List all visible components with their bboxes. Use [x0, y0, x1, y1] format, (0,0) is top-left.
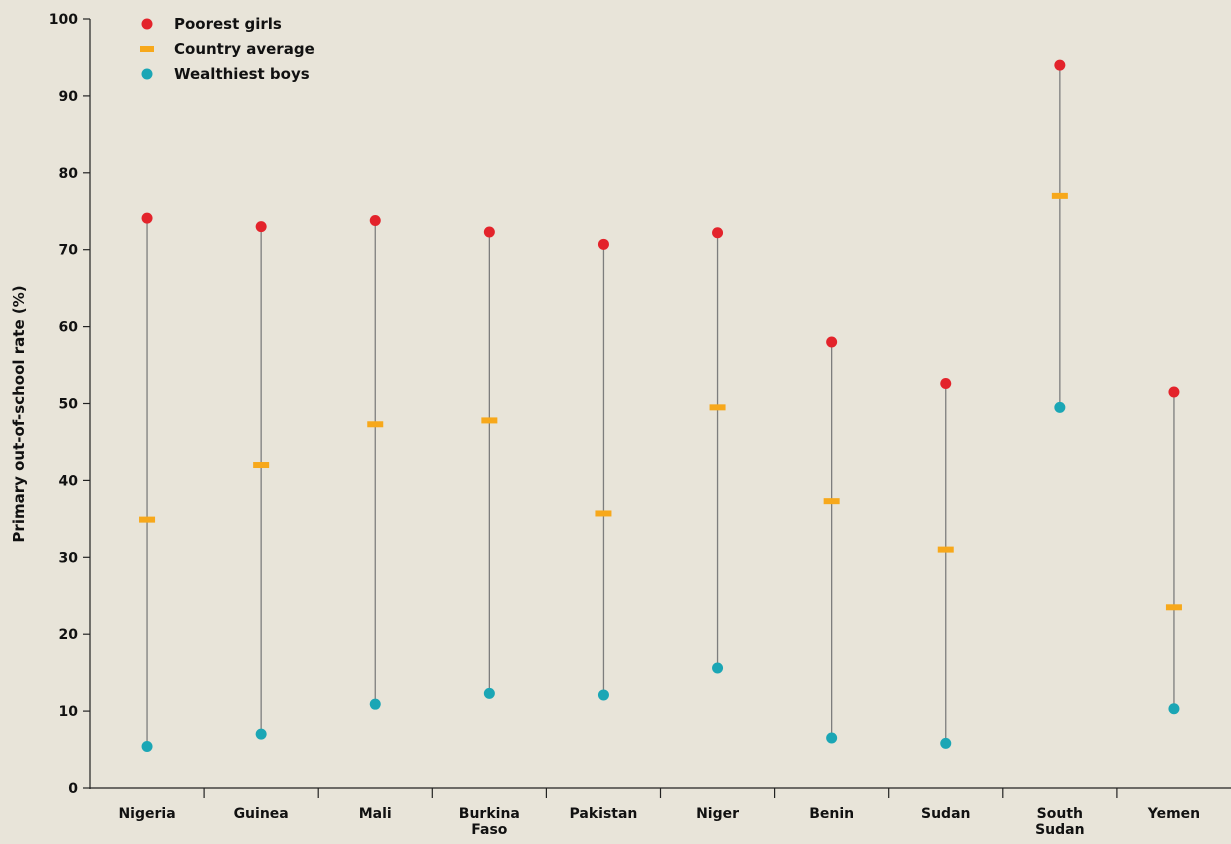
- y-tick-label: 100: [49, 12, 78, 28]
- poorest-girls-point: [141, 212, 153, 224]
- poorest-girls-point: [940, 378, 952, 390]
- poorest-girls-point: [255, 221, 267, 233]
- x-category-label-line: Faso: [471, 822, 508, 838]
- country-average-marker: [367, 421, 384, 428]
- legend-poorest-girls-swatch: [141, 18, 153, 30]
- x-category-label-line: Benin: [809, 806, 854, 822]
- poorest-girls-point: [369, 214, 381, 226]
- wealthiest-boys-point: [826, 732, 838, 744]
- x-category-label: Burkina Faso: [459, 806, 520, 838]
- data-marks: [139, 59, 1182, 752]
- legend-country-average-label: Country average: [174, 40, 315, 58]
- x-category-label: South Sudan: [1035, 806, 1085, 838]
- wealthiest-boys-point: [369, 698, 381, 710]
- country-average-marker: [823, 498, 840, 505]
- x-category-label-line: Mali: [359, 806, 392, 822]
- x-category-label-line: Niger: [696, 806, 739, 822]
- country-average-marker: [253, 462, 270, 469]
- wealthiest-boys-point: [483, 687, 495, 699]
- legend-wealthiest-boys-label: Wealthiest boys: [174, 65, 310, 83]
- country-average-marker: [139, 516, 156, 523]
- legend-wealthiest-boys-swatch: [141, 68, 153, 80]
- y-tick-label: 10: [59, 704, 79, 720]
- poorest-girls-point: [1168, 386, 1180, 398]
- poorest-girls-point: [483, 226, 495, 238]
- y-tick-label: 90: [59, 89, 79, 105]
- wealthiest-boys-point: [1168, 703, 1180, 715]
- wealthiest-boys-point: [1054, 401, 1066, 413]
- country-average-marker: [1165, 604, 1182, 611]
- x-category-label-line: Sudan: [1035, 822, 1085, 838]
- x-category-label-line: Nigeria: [118, 806, 175, 822]
- y-tick-label: 20: [59, 627, 79, 643]
- y-tick-label: 50: [59, 397, 79, 413]
- y-tick-label: 70: [59, 243, 79, 259]
- legend: Poorest girls Country average Wealthiest b…: [140, 15, 315, 83]
- x-category-label-line: Burkina: [459, 806, 520, 822]
- y-tick-label: 60: [59, 320, 79, 336]
- x-category-label: Pakistan: [570, 806, 638, 822]
- poorest-girls-point: [597, 238, 609, 250]
- poorest-girls-point: [826, 336, 838, 348]
- x-category-label-line: Yemen: [1147, 806, 1200, 822]
- y-tick-label: 80: [59, 166, 79, 182]
- x-category-label: Niger: [696, 806, 739, 822]
- range-lines: [146, 65, 1175, 747]
- wealthiest-boys-point: [141, 740, 153, 752]
- x-category-label: Nigeria: [118, 806, 175, 822]
- poorest-girls-point: [712, 227, 724, 239]
- wealthiest-boys-point: [597, 689, 609, 701]
- y-tick-label: 40: [59, 473, 79, 489]
- x-category-label-line: Guinea: [234, 806, 289, 822]
- country-average-marker: [937, 546, 954, 553]
- axes: 0 10 20 30 40 50 60 70 80 90 100 Nigeria Guinea Mali B…: [49, 12, 1231, 838]
- legend-poorest-girls-label: Poorest girls: [174, 15, 282, 33]
- legend-country-average-swatch: [140, 46, 154, 52]
- x-category-label: Sudan: [921, 806, 971, 822]
- x-category-label: Mali: [359, 806, 392, 822]
- x-category-label-line: Pakistan: [570, 806, 638, 822]
- country-average-marker: [709, 404, 726, 411]
- x-category-label: Guinea: [234, 806, 289, 822]
- wealthiest-boys-point: [940, 737, 952, 749]
- x-category-label: Benin: [809, 806, 854, 822]
- country-average-marker: [481, 417, 498, 424]
- country-average-marker: [595, 510, 612, 517]
- wealthiest-boys-point: [255, 728, 267, 740]
- y-tick-label: 0: [68, 781, 78, 797]
- y-tick-label: 30: [59, 550, 79, 566]
- y-axis-title: Primary out-of-school rate (%): [10, 285, 28, 542]
- x-category-label-line: South: [1037, 806, 1083, 822]
- wealthiest-boys-point: [712, 662, 724, 674]
- poorest-girls-point: [1054, 59, 1066, 71]
- x-category-label: Yemen: [1147, 806, 1200, 822]
- country-average-marker: [1051, 192, 1068, 199]
- x-category-label-line: Sudan: [921, 806, 971, 822]
